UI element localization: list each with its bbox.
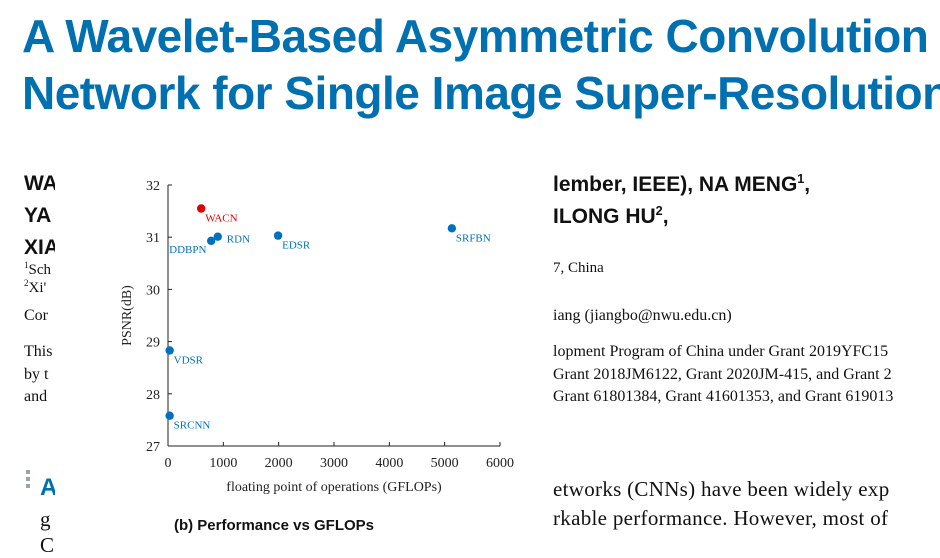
funding-right-3: Grant 61801384, Grant 41601353, and Gran… (553, 388, 894, 405)
paper-title: A Wavelet-Based Asymmetric Convolution N… (22, 8, 940, 122)
point-srcnn (165, 411, 174, 420)
point-label-vdsr: VDSR (174, 354, 204, 366)
title-line-2: Network for Single Image Super-Resolutio… (22, 67, 940, 119)
figure-caption: (b) Performance vs GFLOPs (173, 517, 375, 534)
chart-axes: 0 1000 2000 3000 4000 5000 6000 27 28 29 30 31 32 (146, 179, 514, 471)
chart-marks: WACN DDBPN RDN EDSR SRFBN VDSR SRCNN (165, 204, 491, 432)
performance-scatter-chart: 0 1000 2000 3000 4000 5000 6000 27 28 29 30 31 32 WA… (120, 179, 514, 495)
y-tick-label: 32 (146, 179, 160, 194)
section-heading: A (40, 474, 58, 501)
x-tick-label: 4000 (375, 456, 403, 471)
author-right-2-sup: 2 (655, 204, 663, 218)
figure-panel: 0 1000 2000 3000 4000 5000 6000 27 28 29 30 31 32 WA… (55, 160, 548, 543)
title-line-1: A Wavelet-Based Asymmetric Convolution (22, 10, 929, 62)
point-vdsr (165, 346, 174, 355)
affil-left-2-text: Xi' (28, 280, 47, 296)
affiliation-right: 7, China (553, 260, 604, 276)
funding-right-2: Grant 2018JM6122, Grant 2020JM-415, and … (553, 366, 892, 383)
affil-sup-2: 2 (24, 278, 29, 288)
abstract-left-1: g (40, 507, 51, 531)
author-right-1-sup: 1 (797, 172, 805, 186)
author-left-1: WA (24, 172, 58, 195)
y-tick-label: 31 (146, 231, 160, 246)
funding-right-1: lopment Program of China under Grant 201… (553, 343, 889, 360)
x-tick-label: 0 (165, 456, 172, 471)
author-right-2-text: ILONG HU (553, 205, 656, 228)
point-label-ddbpn: DDBPN (169, 244, 206, 256)
x-axis-label: floating point of operations (GFLOPs) (226, 480, 442, 495)
affiliation-left-2: 2Xi' (24, 278, 46, 297)
author-left-3: XIA (24, 236, 60, 259)
point-rdn (213, 232, 222, 241)
correspondence-left: Cor (24, 307, 48, 324)
point-label-rdn: RDN (227, 234, 250, 246)
funding-left-1: This (24, 343, 53, 360)
correspondence-right: iang (jiangbo@nwu.edu.cn) (553, 307, 732, 324)
x-tick-label: 5000 (431, 456, 459, 471)
x-tick-label: 6000 (486, 456, 514, 471)
affil-sup-1: 1 (24, 260, 29, 270)
author-right-1-comma: , (804, 173, 811, 196)
y-tick-label: 29 (146, 336, 160, 351)
x-tick-label: 2000 (265, 456, 293, 471)
section-bullet-icon (24, 470, 32, 491)
abstract-right-2: rkable performance. However, most of (553, 506, 889, 530)
author-right-1-text: lember, IEEE), NA MENG (553, 173, 798, 196)
abstract-right-1: etworks (CNNs) have been widely exp (553, 477, 890, 501)
y-tick-label: 27 (146, 440, 160, 455)
point-srfbn (447, 224, 457, 233)
abstract-left-2: C (40, 533, 55, 557)
affil-left-1-text: Sch (28, 262, 52, 278)
y-axis-label: PSNR(dB) (120, 285, 135, 346)
author-left-2: YA (24, 204, 52, 227)
x-tick-label: 1000 (209, 456, 237, 471)
author-right-2-comma: , (662, 205, 669, 228)
affiliation-left-1: 1Sch (24, 260, 51, 279)
point-edsr (273, 231, 283, 240)
y-tick-label: 28 (146, 388, 160, 403)
funding-left-3: and (24, 388, 48, 405)
x-tick-label: 3000 (320, 456, 348, 471)
point-ddbpn (206, 236, 216, 246)
point-label-srcnn: SRCNN (174, 420, 211, 432)
author-right-2: ILONG HU2, (553, 204, 669, 229)
point-label-wacn: WACN (205, 212, 237, 224)
funding-left-2: by t (24, 366, 49, 383)
point-wacn (197, 204, 206, 213)
y-tick-label: 30 (146, 283, 160, 298)
point-label-srfbn: SRFBN (456, 232, 491, 244)
author-right-1: lember, IEEE), NA MENG1, (553, 172, 810, 197)
point-label-edsr: EDSR (282, 240, 311, 252)
